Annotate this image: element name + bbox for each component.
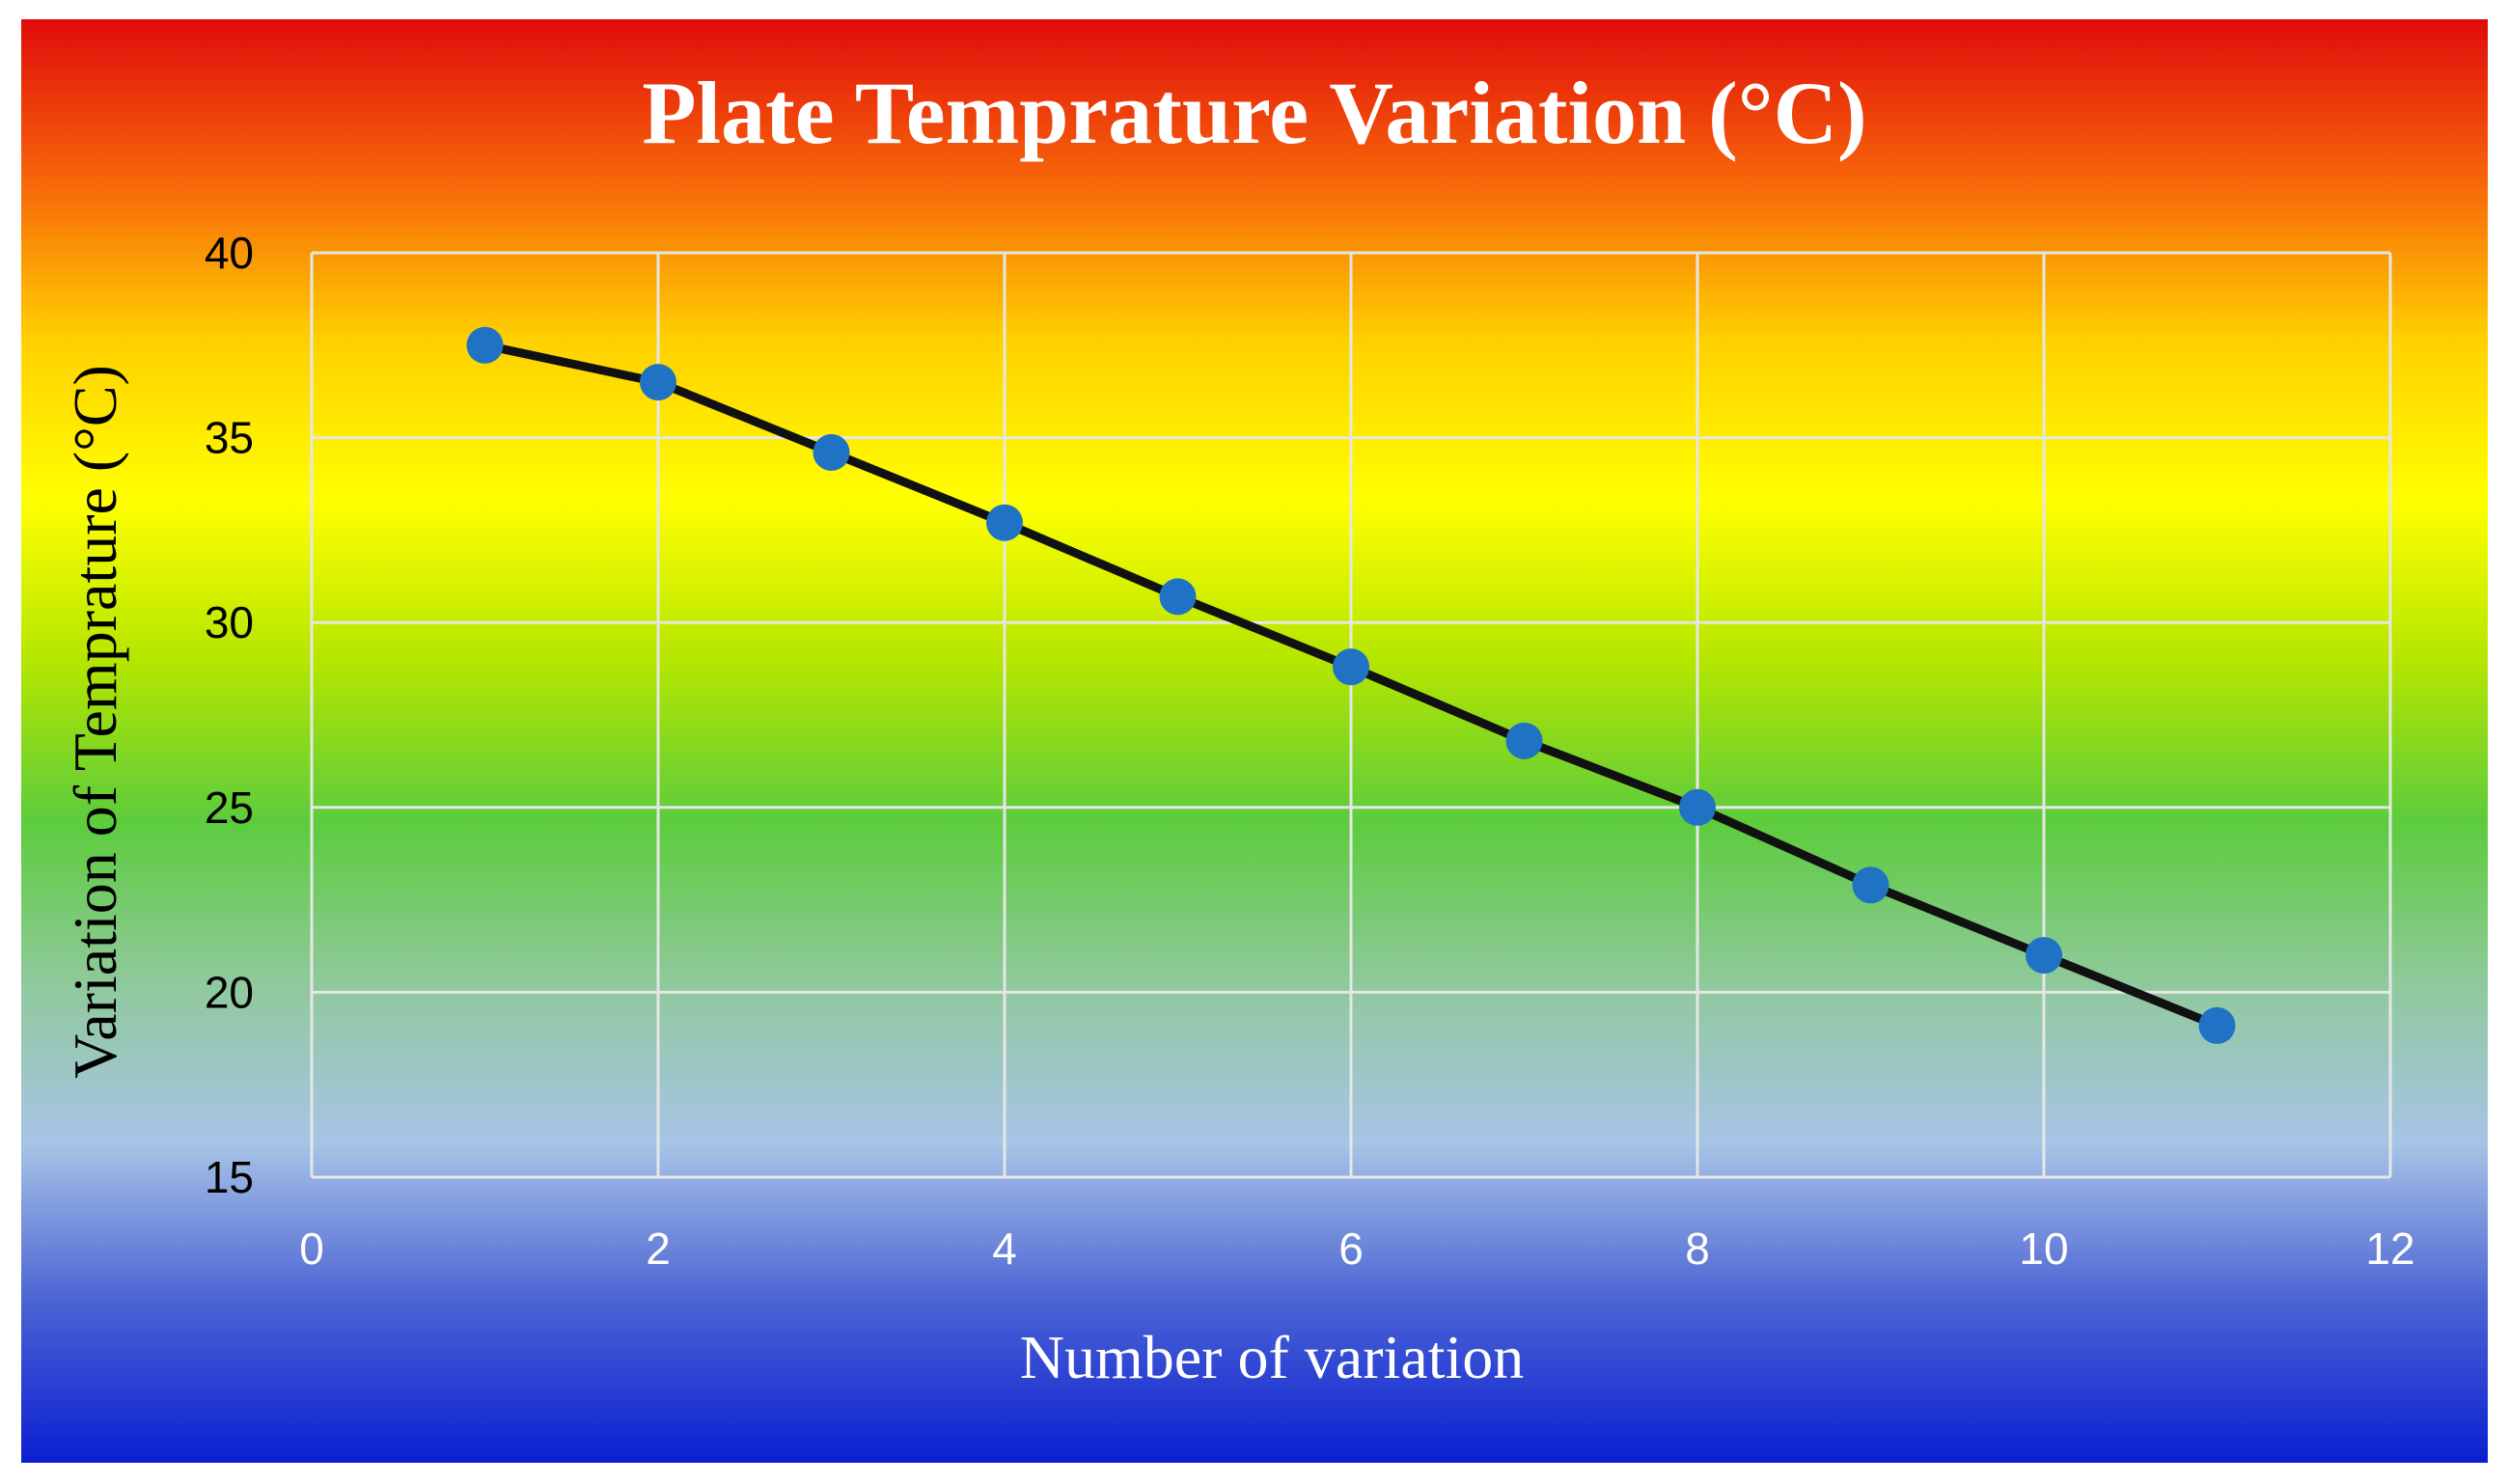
data-point <box>1505 722 1543 759</box>
data-point <box>1679 788 1716 826</box>
y-tick-label: 25 <box>205 783 254 833</box>
x-tick-label: 2 <box>646 1223 671 1274</box>
chart-title: Plate Temprature Variation (°C) <box>642 64 1866 162</box>
data-point <box>466 326 504 364</box>
data-point <box>2026 937 2062 975</box>
y-tick-label: 15 <box>205 1152 254 1202</box>
data-point <box>986 504 1023 541</box>
data-series <box>466 326 2236 1044</box>
y-tick-label: 35 <box>205 413 254 463</box>
y-tick-label: 20 <box>205 967 254 1017</box>
x-tick-label: 0 <box>299 1223 324 1274</box>
data-point <box>1333 648 1369 686</box>
data-point <box>640 364 676 401</box>
data-point <box>1852 866 1889 904</box>
x-tick-label: 10 <box>2019 1223 2068 1274</box>
data-point <box>2198 1006 2236 1044</box>
data-point <box>1159 578 1197 616</box>
x-tick-labels: 0 2 4 6 8 10 12 <box>299 1223 2414 1274</box>
y-tick-label: 40 <box>205 228 254 278</box>
grid-lines <box>310 251 2392 1179</box>
x-tick-label: 6 <box>1338 1223 1364 1274</box>
x-tick-label: 4 <box>992 1223 1017 1274</box>
y-tick-labels: 15 20 25 30 35 40 <box>205 228 254 1202</box>
data-point <box>813 433 850 471</box>
chart-background <box>21 19 2488 1463</box>
x-tick-label: 8 <box>1685 1223 1710 1274</box>
y-tick-label: 30 <box>205 597 254 647</box>
y-axis-label: Variation of Temprature (°C) <box>61 365 129 1079</box>
x-axis-label: Number of variation <box>1020 1323 1525 1391</box>
x-tick-label: 12 <box>2365 1223 2414 1274</box>
